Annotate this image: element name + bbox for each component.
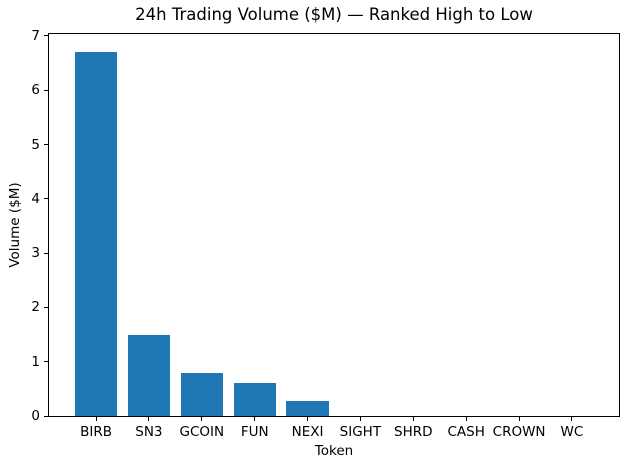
bar-nexi <box>286 401 329 416</box>
x-tick-label: SN3 <box>135 424 163 440</box>
x-tick-mark <box>95 417 97 421</box>
x-tick-mark <box>518 417 520 421</box>
y-tick-label: 1 <box>31 353 40 370</box>
bar-gcoin <box>180 372 223 416</box>
y-tick-label: 2 <box>31 299 40 316</box>
bar-fun <box>233 383 276 416</box>
x-tick-label: GCOIN <box>179 424 225 440</box>
y-tick-label: 6 <box>31 82 40 99</box>
x-tick-mark <box>148 417 150 421</box>
x-tick-label: SHRD <box>394 424 433 440</box>
x-tick-label: CROWN <box>492 424 546 440</box>
x-tick-label: SIGHT <box>339 424 382 440</box>
y-axis-label: Volume ($M) <box>7 182 23 268</box>
bar-sn3 <box>127 334 171 416</box>
x-tick-label: CASH <box>447 424 485 440</box>
x-tick-label: WC <box>560 424 584 440</box>
x-tick-mark <box>254 417 256 421</box>
x-tick-mark <box>465 417 467 421</box>
x-tick-label: BIRB <box>80 424 113 440</box>
y-tick-label: 0 <box>31 408 40 424</box>
x-tick-mark <box>307 417 309 421</box>
y-tick-label: 7 <box>31 27 40 44</box>
x-tick-mark <box>359 417 361 421</box>
bar-birb <box>74 52 118 416</box>
x-axis-label: Token <box>314 443 354 459</box>
x-tick-mark <box>571 417 573 421</box>
x-tick-mark <box>412 417 414 421</box>
x-tick-label: NEXI <box>291 424 324 440</box>
y-tick-label: 5 <box>31 136 40 153</box>
x-tick-mark <box>201 417 203 421</box>
chart-title: 24h Trading Volume ($M) — Ranked High to… <box>135 5 533 24</box>
plot-area <box>48 33 620 417</box>
x-tick-label: FUN <box>240 424 269 440</box>
